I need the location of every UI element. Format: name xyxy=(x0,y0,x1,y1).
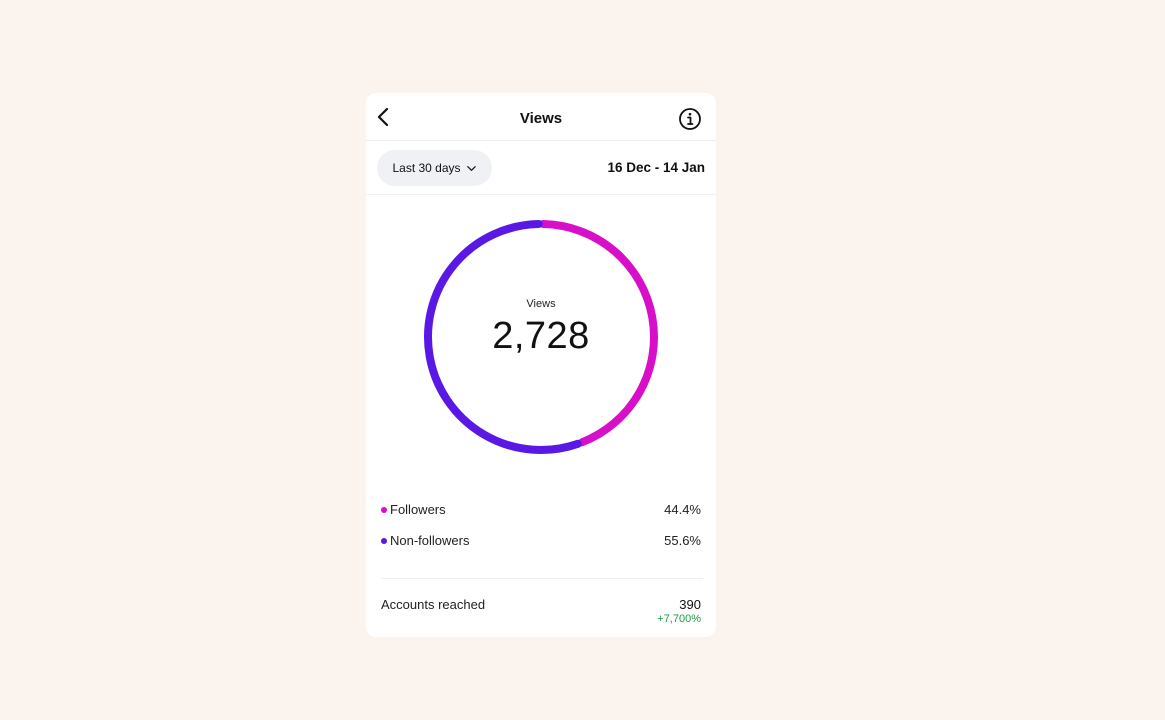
accounts-reached-value: 390 xyxy=(679,597,701,612)
info-button[interactable] xyxy=(678,107,702,131)
date-range-dropdown-label: Last 30 days xyxy=(392,161,461,175)
legend-item-followers: Followers 44.4% xyxy=(381,500,701,520)
legend-value-followers: 44.4% xyxy=(664,502,701,517)
date-range-dropdown[interactable]: Last 30 days xyxy=(377,150,492,186)
views-insights-card: Views Last 30 days 16 Dec - 14 Jan Views… xyxy=(366,93,716,637)
accounts-reached-change: +7,700% xyxy=(657,613,701,625)
views-donut-chart xyxy=(424,220,658,454)
total-views-value: 2,728 xyxy=(492,315,590,357)
filter-row: Last 30 days 16 Dec - 14 Jan xyxy=(366,141,716,195)
non-followers-legend-dot xyxy=(381,538,387,544)
followers-arc xyxy=(539,220,658,447)
legend-label-non-followers: Non-followers xyxy=(390,533,470,548)
date-range-text: 16 Dec - 14 Jan xyxy=(607,160,705,175)
back-button[interactable] xyxy=(372,105,396,129)
legend-value-non-followers: 55.6% xyxy=(664,533,701,548)
chart-center-label: Views xyxy=(526,298,556,310)
accounts-reached-label: Accounts reached xyxy=(381,597,486,612)
legend-item-non-followers: Non-followers 55.6% xyxy=(381,531,701,551)
section-divider xyxy=(381,578,703,579)
non-followers-arc xyxy=(424,220,582,454)
page-title: Views xyxy=(519,110,563,127)
followers-legend-dot xyxy=(381,507,387,513)
top-bar: Views xyxy=(366,93,716,141)
chevron-left-icon xyxy=(377,107,389,127)
legend-label-followers: Followers xyxy=(390,502,446,517)
info-icon xyxy=(679,108,701,130)
chevron-down-icon xyxy=(466,165,476,171)
